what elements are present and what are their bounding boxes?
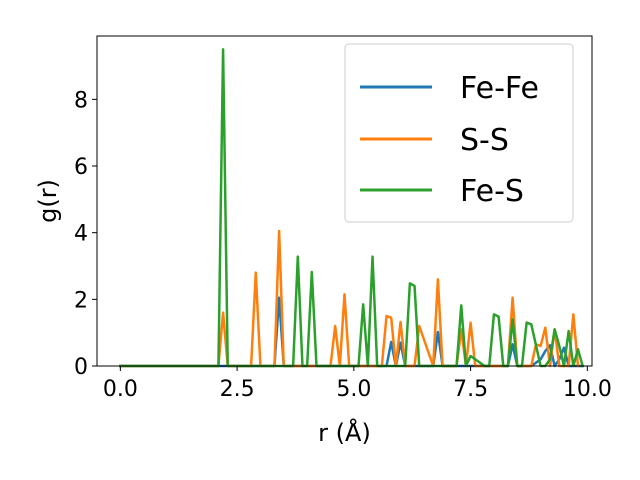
y-tick-label: 4: [74, 222, 88, 247]
y-tick-label: 0: [74, 355, 88, 380]
x-tick-label: 7.5: [453, 377, 488, 402]
x-tick-label: 0.0: [103, 377, 138, 402]
x-tick-label: 2.5: [220, 377, 255, 402]
plot-frame: [96, 35, 593, 367]
x-axis-label: r (Å): [318, 418, 371, 447]
series-line-s-s: [119, 229, 580, 368]
y-axis-label: g(r): [34, 179, 62, 223]
x-axis-ticks: 0.0 2.5 5.0 7.5 10.0: [103, 366, 612, 402]
legend: Fe-Fe S-S Fe-S: [344, 43, 574, 223]
legend-label-fe-s: Fe-S: [460, 174, 524, 209]
legend-label-s-s: S-S: [460, 123, 509, 158]
y-tick-label: 8: [74, 88, 88, 113]
legend-label-fe-fe: Fe-Fe: [460, 71, 539, 106]
y-tick-label: 2: [74, 288, 88, 313]
y-axis-ticks: 0 2 4 6 8: [74, 88, 97, 380]
y-tick-label: 6: [74, 155, 88, 180]
legend-entries: Fe-Fe S-S Fe-S: [360, 71, 539, 209]
x-tick-label: 5.0: [336, 377, 371, 402]
x-tick-label: 10.0: [563, 377, 612, 402]
